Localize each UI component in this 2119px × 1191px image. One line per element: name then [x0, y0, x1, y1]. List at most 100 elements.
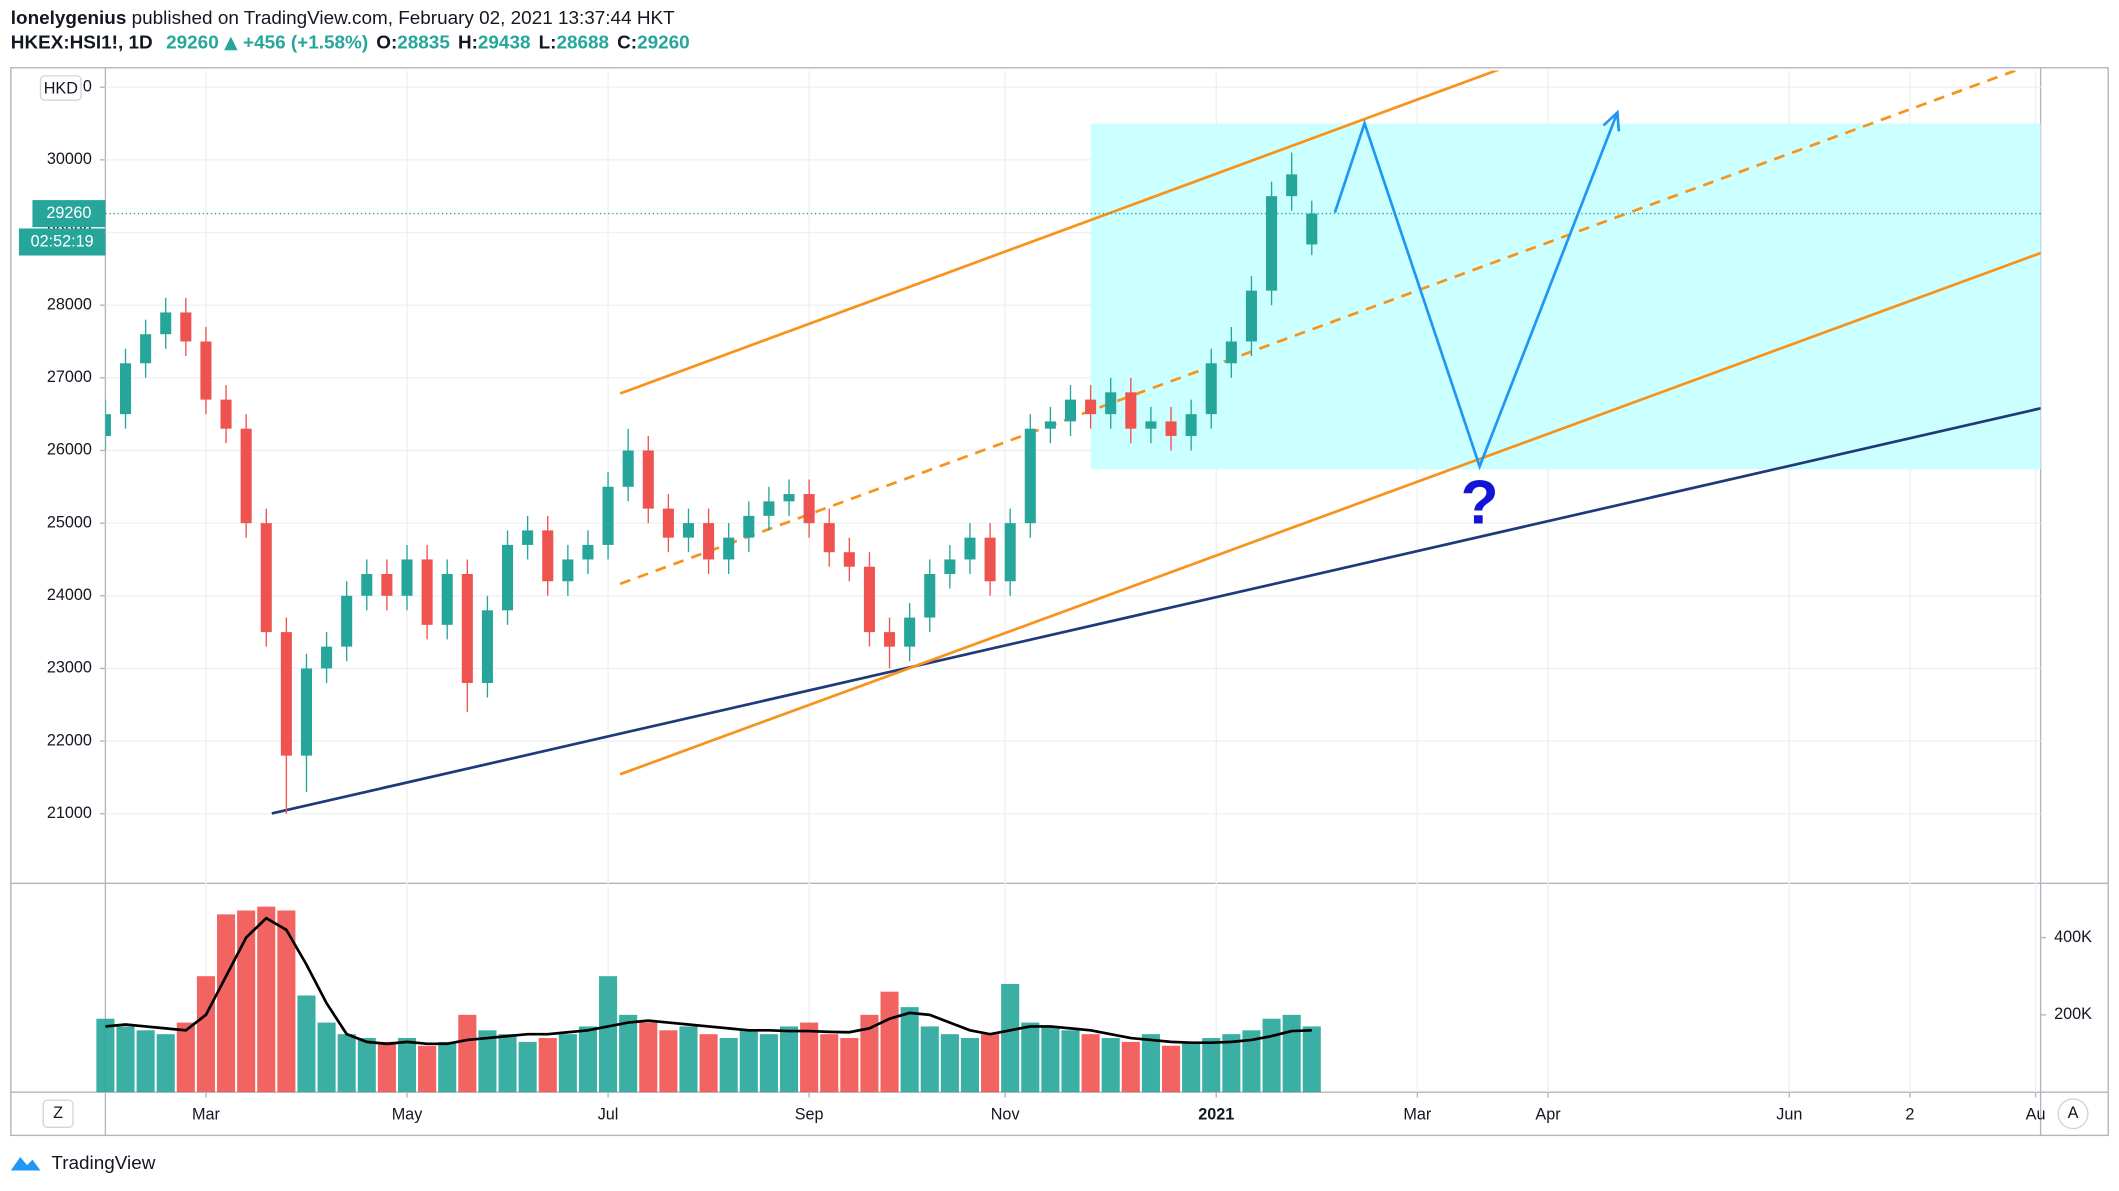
candle-body — [1004, 523, 1016, 582]
volume-bar — [920, 1026, 939, 1093]
candle-body — [341, 595, 353, 647]
volume-bar — [558, 1034, 577, 1093]
button-z-label[interactable]: Z — [53, 1104, 63, 1122]
x-tick-label: Sep — [795, 1105, 824, 1123]
candle-body — [220, 399, 232, 429]
button-z[interactable] — [42, 1099, 74, 1128]
candle-body — [904, 617, 916, 647]
x-tick-label: Mar — [1403, 1105, 1432, 1123]
volume-bar — [116, 1026, 135, 1093]
volume-bar — [1262, 1018, 1281, 1093]
y-tick-label: 26000 — [47, 441, 92, 459]
candle-body — [703, 523, 715, 560]
currency-box — [39, 75, 82, 101]
header-line-2: HKEX:HSI1!, 1D 29260 +456 (+1.58%) O:28835 H… — [11, 32, 690, 53]
candle-body — [1064, 399, 1077, 422]
projection-path — [1333, 112, 1619, 471]
candle-body — [280, 632, 292, 756]
candle-body — [1145, 421, 1157, 429]
volume-bar — [1081, 1034, 1100, 1093]
volume-bar — [1021, 1022, 1040, 1093]
button-a[interactable] — [2057, 1098, 2089, 1130]
button-a-label[interactable]: A — [2068, 1104, 2079, 1122]
c-value: 29260 — [637, 32, 690, 53]
symbol: HKEX:HSI1!, 1D — [11, 32, 153, 53]
y-tick-label: 28000 — [47, 295, 92, 313]
volume-bar — [820, 1034, 839, 1093]
frame — [10, 67, 2109, 1137]
volume-bar — [1141, 1034, 1160, 1093]
y-tick-label: 23000 — [47, 659, 92, 677]
candle-body — [1205, 363, 1217, 415]
candle-body — [461, 573, 473, 683]
candle-body — [984, 537, 996, 582]
last-price-label: 29260 — [46, 204, 91, 222]
candle-body — [361, 573, 373, 596]
candle-body — [582, 544, 594, 560]
volume-bar — [397, 1038, 417, 1093]
candle-body — [1225, 341, 1237, 364]
volume-bar — [156, 1034, 175, 1093]
candle-body — [119, 363, 132, 415]
volume-bar — [237, 910, 256, 1093]
candle-body — [140, 334, 152, 364]
logo-icon — [10, 1157, 41, 1171]
candle-body — [662, 508, 674, 538]
candle-body — [1165, 421, 1177, 436]
volume-bar — [136, 1030, 155, 1093]
y-tick-label: 30000 — [47, 150, 92, 168]
candle-body — [421, 559, 433, 625]
y-tick-label: 22000 — [47, 731, 92, 749]
candle-body — [1306, 213, 1318, 245]
o-value: 28835 — [397, 32, 450, 53]
candle-body — [260, 523, 272, 633]
h-label: H: — [458, 32, 478, 53]
x-tick-label: Nov — [991, 1105, 1021, 1123]
volume-bar — [1061, 1030, 1080, 1093]
volume-bar — [176, 1022, 195, 1093]
question-mark: ? — [1461, 469, 1499, 538]
candle-body — [823, 523, 835, 553]
volume-bar — [779, 1026, 799, 1093]
volume-bar — [599, 976, 618, 1093]
candle-body — [944, 559, 956, 574]
volume-bar — [478, 1030, 497, 1093]
volume-bar — [619, 1014, 638, 1093]
candle-body — [381, 573, 393, 596]
y-tick-label: 25000 — [47, 513, 92, 531]
published: published on TradingView.com, February 0… — [132, 8, 675, 29]
volume-bar — [800, 1022, 819, 1093]
volume-bar — [377, 1041, 396, 1093]
y-tick-label: 21000 — [47, 804, 92, 822]
candle-body — [1105, 392, 1117, 415]
volume-bar — [840, 1038, 859, 1093]
candle-body — [803, 494, 815, 524]
candle-body — [1044, 421, 1056, 429]
volume-bar — [1202, 1038, 1221, 1093]
volume-bar — [1302, 1026, 1321, 1093]
x-tick-label: Apr — [1535, 1105, 1561, 1123]
o-label: O: — [376, 32, 397, 53]
candle-body — [240, 428, 252, 524]
countdown: 02:52:19 — [31, 232, 94, 250]
volume-bar — [679, 1026, 698, 1093]
volume-bar — [860, 1014, 879, 1093]
candle-body — [924, 573, 936, 618]
c-label: C: — [617, 32, 637, 53]
volume-bar — [759, 1034, 778, 1093]
candle-body — [542, 530, 554, 582]
author: lonelygenius — [11, 8, 127, 29]
currency: HKD — [44, 80, 78, 98]
volume-bar — [317, 1022, 336, 1093]
volume-bar — [659, 1030, 678, 1093]
volume-bar — [1282, 1014, 1301, 1093]
arrow-head — [1602, 109, 1621, 132]
candle-body — [1024, 428, 1036, 524]
volume-bar — [960, 1038, 980, 1093]
candle-body — [642, 450, 654, 509]
l-label: L: — [539, 32, 557, 53]
l-value: 28688 — [556, 32, 609, 53]
volume-bar — [357, 1038, 376, 1093]
candle-body — [441, 573, 453, 625]
